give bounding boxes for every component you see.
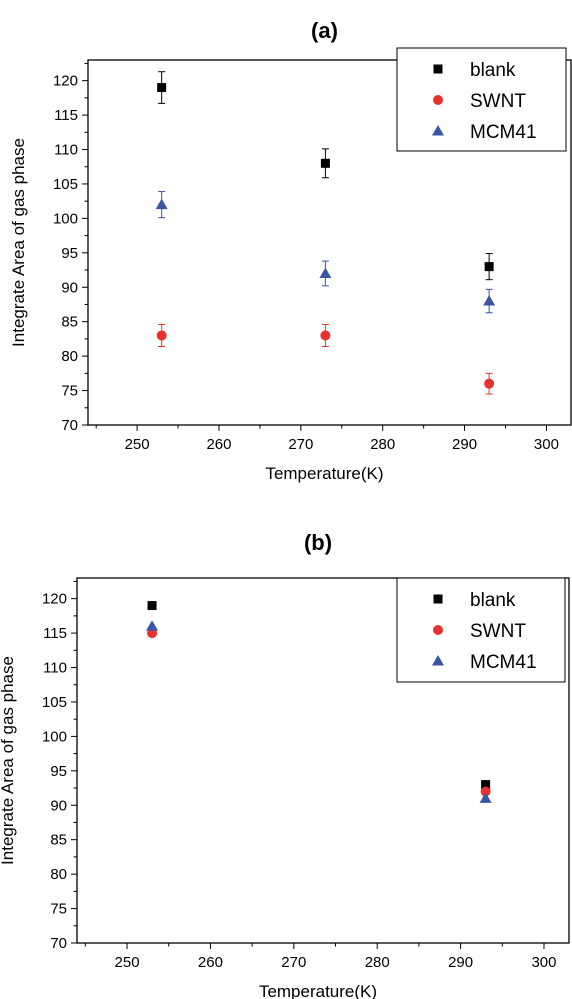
x-tick-label: 270 (288, 436, 313, 453)
y-tick-label: 90 (50, 797, 67, 814)
data-point (320, 158, 330, 168)
y-tick-label: 115 (43, 625, 67, 642)
legend-label: MCM41 (470, 652, 537, 673)
legend-box (396, 577, 566, 683)
data-point (479, 792, 492, 803)
data-point (481, 780, 491, 790)
legend-box (396, 47, 567, 152)
legend-label: SWNT (470, 91, 526, 112)
x-tick-label: 280 (370, 436, 395, 453)
y-tick-label: 70 (50, 935, 67, 952)
x-tick-label: 280 (365, 954, 390, 971)
legend-marker (432, 655, 444, 666)
legend-label: blank (470, 60, 516, 81)
y-tick-label: 95 (50, 763, 67, 780)
y-tick-label: 110 (54, 142, 78, 159)
data-point (155, 198, 168, 210)
legend-label: blank (470, 590, 516, 611)
y-tick-label: 85 (50, 832, 67, 849)
legend-marker (433, 594, 443, 604)
x-tick-label: 260 (206, 436, 231, 453)
y-tick-label: 75 (61, 383, 78, 400)
data-point (484, 262, 494, 272)
legend-marker (433, 625, 443, 635)
legend: blank SWNT MCM41 (396, 47, 567, 152)
panel-b: (b) 250 260 270 280 290 300 70 75 80 85 90 95 100 105 1… (0, 530, 570, 999)
data-point (484, 378, 495, 389)
y-tick-label: 90 (61, 279, 78, 296)
x-tick-label: 300 (534, 436, 559, 453)
series-blank (157, 71, 494, 281)
x-tick-label: 300 (531, 954, 556, 971)
y-axis-title: Integrate Area of gas phase (0, 656, 17, 865)
y-axis-title: Integrate Area of gas phase (9, 138, 28, 347)
series-mcm41 (146, 620, 492, 803)
y-tick-label: 105 (42, 694, 67, 711)
panel-a: (a) 250 260 270 280 290 300 70 75 80 85 90 95 100 105 1… (9, 18, 572, 483)
legend-marker (432, 125, 444, 136)
data-point (320, 330, 331, 341)
x-tick-label: 260 (198, 954, 223, 971)
legend: blank SWNT MCM41 (396, 577, 566, 683)
data-point (146, 620, 159, 631)
y-tick-label: 85 (61, 314, 78, 331)
series-blank (147, 601, 491, 790)
x-tick-label: 250 (115, 954, 140, 971)
x-tick-label: 290 (448, 954, 473, 971)
x-axis-title: Temperature(K) (265, 464, 383, 483)
chart-title: (a) (311, 18, 338, 43)
y-tick-label: 80 (50, 866, 67, 883)
data-point (156, 330, 167, 341)
y-tick-label: 100 (53, 210, 78, 227)
y-tick-label: 70 (61, 417, 78, 434)
x-axis-title: Temperature(K) (259, 982, 377, 999)
data-point (483, 295, 496, 306)
x-tick-label: 270 (281, 954, 306, 971)
y-tick-label: 115 (54, 107, 78, 124)
data-point (480, 786, 491, 797)
y-tick-label: 80 (61, 348, 78, 365)
legend-marker (433, 64, 443, 74)
y-tick-label: 105 (53, 176, 78, 193)
plot-frame (87, 59, 572, 426)
x-tick-label: 250 (125, 436, 150, 453)
legend-label: MCM41 (470, 122, 537, 143)
x-tick-label: 290 (452, 436, 477, 453)
y-tick-label: 95 (61, 245, 78, 262)
data-point (157, 83, 167, 93)
chart-title: (b) (304, 530, 332, 555)
y-tick-label: 120 (42, 591, 67, 608)
y-tick-label: 75 (50, 901, 67, 918)
y-tick-label: 110 (43, 660, 67, 677)
series-mcm41 (155, 191, 496, 314)
data-point (319, 267, 332, 278)
legend-label: SWNT (470, 621, 526, 642)
legend-marker (433, 95, 443, 105)
series-swnt (156, 323, 495, 395)
y-tick-label: 120 (53, 73, 78, 90)
data-point (147, 601, 157, 611)
plot-frame (76, 577, 570, 944)
y-tick-label: 100 (42, 728, 67, 745)
